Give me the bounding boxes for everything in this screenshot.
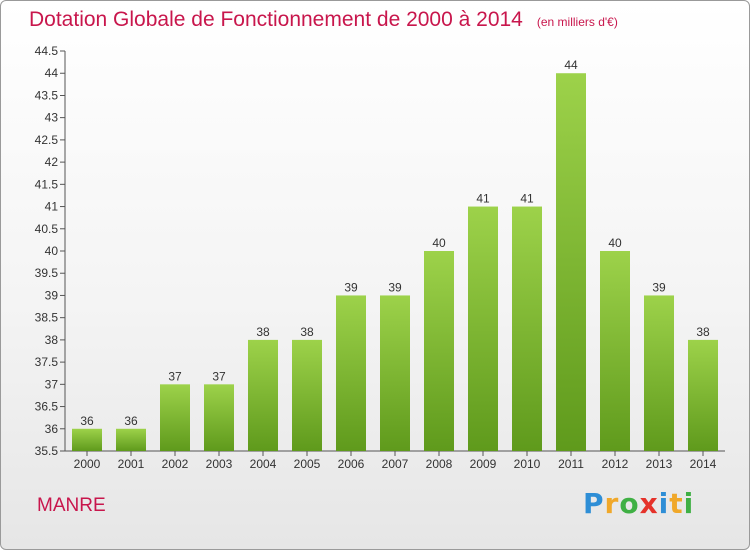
data-label-2009: 41 xyxy=(476,192,490,206)
y-tick-label: 44 xyxy=(45,66,59,80)
data-label-2005: 38 xyxy=(300,325,314,339)
y-tick-label: 39 xyxy=(45,288,59,302)
y-tick-label: 40 xyxy=(45,244,59,258)
y-tick-label: 40.5 xyxy=(35,222,59,236)
data-label-2004: 38 xyxy=(256,325,270,339)
chart-title-text: Dotation Globale de Fonctionnement de 20… xyxy=(29,8,523,31)
data-label-2006: 39 xyxy=(344,280,358,294)
bar-2010 xyxy=(512,206,542,451)
y-tick-label: 36 xyxy=(45,422,59,436)
y-tick-label: 42.5 xyxy=(35,133,59,147)
data-label-2002: 37 xyxy=(168,369,182,383)
y-tick-label: 37.5 xyxy=(35,355,59,369)
bar-2006 xyxy=(336,295,366,451)
y-tick-label: 43.5 xyxy=(35,88,59,102)
y-tick-label: 37 xyxy=(45,377,59,391)
x-tick-label-2002: 2002 xyxy=(162,457,189,471)
x-tick-label-2007: 2007 xyxy=(382,457,409,471)
chart-bars xyxy=(72,73,718,451)
bar-2012 xyxy=(600,251,630,451)
bar-2009 xyxy=(468,206,498,451)
bar-2003 xyxy=(204,384,234,451)
x-tick-label-2004: 2004 xyxy=(250,457,277,471)
bar-2004 xyxy=(248,339,278,451)
x-tick-label-2009: 2009 xyxy=(470,457,497,471)
y-tick-label: 39.5 xyxy=(35,266,59,280)
data-label-2007: 39 xyxy=(388,280,402,294)
y-tick-label: 44.5 xyxy=(35,44,59,58)
y-tick-label: 41 xyxy=(45,200,59,214)
x-tick-label-2013: 2013 xyxy=(646,457,673,471)
bar-2014 xyxy=(688,339,718,451)
y-axis-ticks: 35.5 36 36.5 37 37.5 38 38.5 39 39.5 40 40.5 41 41.5… xyxy=(35,44,65,458)
data-label-2013: 39 xyxy=(652,280,666,294)
data-label-2012: 40 xyxy=(608,236,622,250)
proxiti-logo: Proxiti xyxy=(583,487,695,520)
bar-2011 xyxy=(556,73,586,451)
data-label-2003: 37 xyxy=(212,369,226,383)
y-tick-label: 42 xyxy=(45,155,59,169)
data-label-2010: 41 xyxy=(520,192,534,206)
bar-2000 xyxy=(72,428,102,451)
data-label-2000: 36 xyxy=(80,414,94,428)
data-label-2001: 36 xyxy=(124,414,138,428)
x-tick-label-2010: 2010 xyxy=(514,457,541,471)
x-tick-label-2001: 2001 xyxy=(118,457,145,471)
y-tick-label: 41.5 xyxy=(35,177,59,191)
y-tick-label: 36.5 xyxy=(35,400,59,414)
y-tick-label: 38.5 xyxy=(35,311,59,325)
y-tick-label: 43 xyxy=(45,111,59,125)
data-label-2008: 40 xyxy=(432,236,446,250)
bar-2007 xyxy=(380,295,410,451)
x-tick-label-2003: 2003 xyxy=(206,457,233,471)
chart-title: Dotation Globale de Fonctionnement de 20… xyxy=(29,8,618,32)
x-tick-label-2014: 2014 xyxy=(690,457,717,471)
bar-2005 xyxy=(292,339,322,451)
x-tick-label-2012: 2012 xyxy=(602,457,629,471)
data-labels: 36 36 37 37 38 38 39 39 40 41 41 44 40 39 38 xyxy=(80,58,710,428)
x-tick-label-2006: 2006 xyxy=(338,457,365,471)
x-axis-ticks: 2000 2001 2002 2003 2004 2005 2006 2007 2008 2009… xyxy=(74,451,717,471)
x-tick-label-2005: 2005 xyxy=(294,457,321,471)
bar-2008 xyxy=(424,251,454,451)
x-tick-label-2011: 2011 xyxy=(558,457,584,471)
y-tick-label: 35.5 xyxy=(35,444,59,458)
y-tick-label: 38 xyxy=(45,333,59,347)
chart-subtitle: (en milliers d'€) xyxy=(536,15,618,29)
data-label-2011: 44 xyxy=(564,58,578,72)
commune-name: MANRE xyxy=(37,495,106,516)
x-tick-label-2000: 2000 xyxy=(74,457,101,471)
bar-2001 xyxy=(116,428,146,451)
bar-2002 xyxy=(160,384,190,451)
x-tick-label-2008: 2008 xyxy=(426,457,453,471)
data-label-2014: 38 xyxy=(696,325,710,339)
bar-2013 xyxy=(644,295,674,451)
